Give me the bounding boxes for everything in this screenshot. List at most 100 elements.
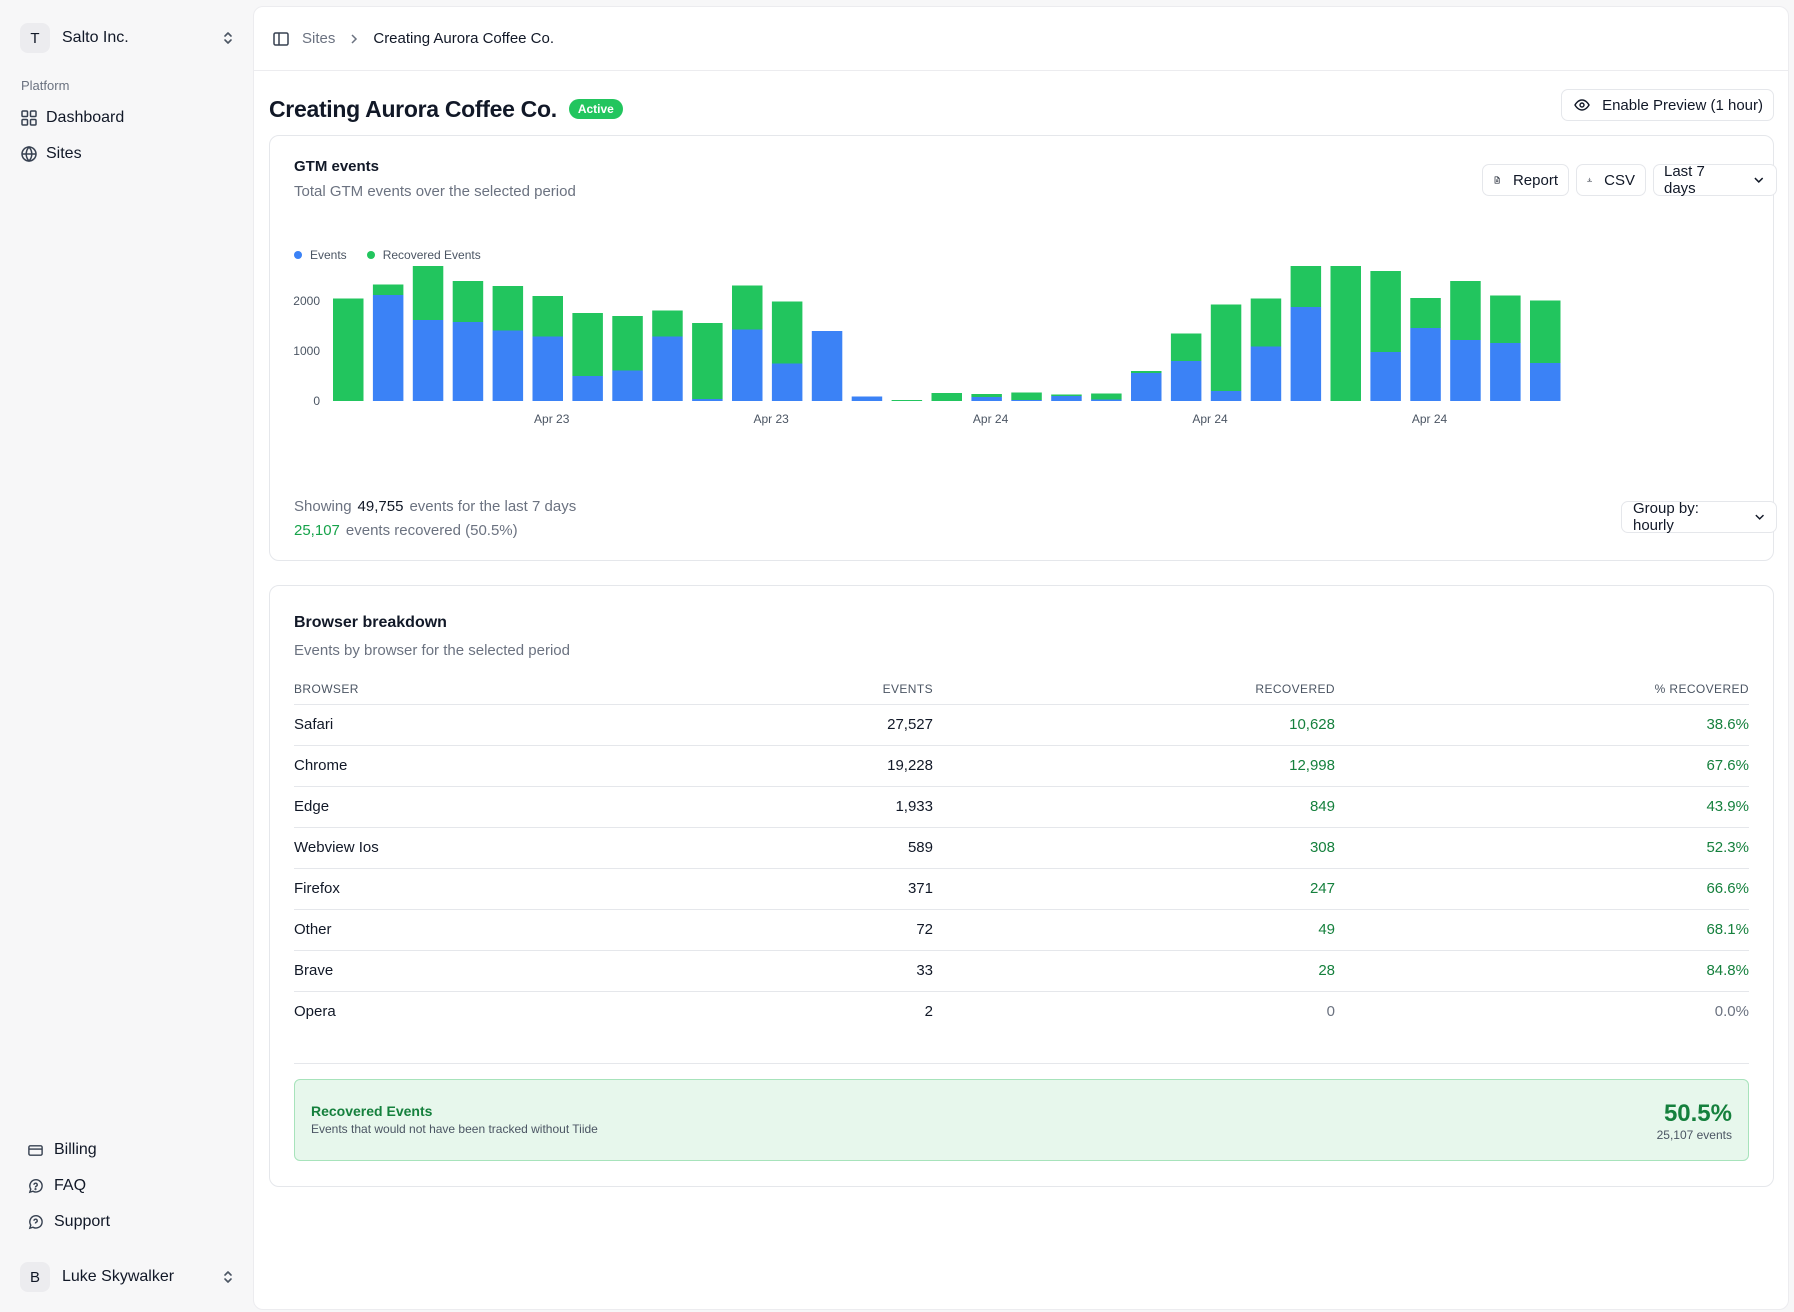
sidebar-toggle-icon[interactable] [272,30,290,48]
group-by-value: Group by: hourly [1633,500,1699,534]
main-content: Sites Creating Aurora Coffee Co. Creatin… [253,6,1789,1310]
bar-events [572,376,603,401]
breadcrumb-sites-link[interactable]: Sites [302,30,336,47]
csv-button[interactable]: CSV [1576,164,1646,196]
table-row: Safari 27,527 10,628 38.6% [294,704,1749,746]
column-header[interactable]: EVENTS [714,674,933,705]
bar-recovered-events [732,285,763,330]
enable-preview-button[interactable]: Enable Preview (1 hour) [1561,89,1774,121]
divider [294,1063,1749,1064]
x-tick-label: Apr 24 [973,412,1009,426]
browser-name: Other [294,909,714,951]
callout-count: 25,107 events [1656,1128,1732,1142]
bar-events [1131,373,1162,401]
recovered-count: 308 [933,827,1335,869]
bar-recovered-events [1530,300,1561,363]
table-row: Firefox 371 247 66.6% [294,868,1749,910]
bar-events [1410,328,1441,401]
bar-recovered-events [612,316,643,371]
chevrons-up-down-icon [224,32,232,44]
bar-recovered-events [1210,304,1242,391]
sidebar-item-label: FAQ [54,1177,87,1194]
sidebar-item-label: Support [54,1213,111,1230]
column-header[interactable]: BROWSER [294,674,714,705]
support-chat-icon [28,1214,43,1229]
bar-events [612,370,643,401]
recovered-percent: 52.3% [1335,827,1749,869]
y-tick-label: 1000 [293,344,320,358]
recovered-percent: 66.6% [1335,868,1749,910]
legend-item-recovered: Recovered Events [366,248,481,262]
recovered-count: 49 [933,909,1335,951]
bar-events [1091,399,1122,401]
bar-recovered-events [1051,394,1082,396]
date-range-select[interactable]: Last 7 days [1653,163,1777,197]
recovered-count: 10,628 [933,704,1335,746]
sidebar-item-billing[interactable]: Billing [27,1135,227,1165]
bar-events [971,397,1002,401]
date-range-value: Last 7 days [1664,163,1705,197]
bar-recovered-events [931,393,962,401]
org-avatar: T [20,23,50,53]
sidebar-item-sites[interactable]: Sites [20,139,236,169]
breadcrumb-current: Creating Aurora Coffee Co. [373,30,555,47]
legend-swatch-recovered [366,251,375,259]
card-title: GTM events [294,158,380,175]
callout-percent: 50.5% [1663,1100,1732,1127]
summary-total: 49,755 [357,498,404,515]
recovered-count: 247 [933,868,1335,910]
document-icon [1494,176,1500,184]
legend-label: Recovered Events [382,248,481,262]
bar-events [811,331,843,401]
user-name: Luke Skywalker [62,1268,175,1285]
bar-recovered-events [1450,281,1481,340]
org-name: Salto Inc. [62,29,129,46]
bar-recovered-events [1250,298,1282,347]
page-title: Creating Aurora Coffee Co. [269,95,557,122]
summary-recovered: 25,107 [294,522,340,539]
table-row: Brave 33 28 84.8% [294,950,1749,992]
sidebar-item-dashboard[interactable]: Dashboard [20,103,236,133]
column-header[interactable]: % RECOVERED [1335,674,1749,705]
bar-recovered-events [1410,298,1441,328]
browser-breakdown-card: Browser breakdown Events by browser for … [269,585,1774,1187]
x-tick-label: Apr 23 [534,412,570,426]
user-menu[interactable]: B Luke Skywalker [20,1259,236,1295]
summary-recovered-suffix: events recovered (50.5%) [345,522,518,539]
table-row: Edge 1,933 849 43.9% [294,786,1749,828]
table-row: Chrome 19,228 12,998 67.6% [294,745,1749,787]
group-by-select[interactable]: Group by: hourly [1621,500,1777,534]
bar-recovered-events [572,313,603,376]
chevron-right-icon [351,33,358,44]
bar-recovered-events [1011,392,1042,400]
bar-recovered-events [372,284,404,295]
bar-recovered-events [452,281,484,322]
recovered-percent: 68.1% [1335,909,1749,951]
events-count: 27,527 [714,704,933,746]
sidebar-item-faq[interactable]: FAQ [27,1171,227,1201]
report-button[interactable]: Report [1482,164,1569,196]
column-header[interactable]: RECOVERED [933,674,1335,705]
chevron-down-icon [1754,177,1764,183]
bar-events [532,336,563,401]
callout-subtitle: Events that would not have been tracked … [311,1122,598,1136]
download-icon [1587,177,1592,182]
y-tick-label: 0 [313,394,320,408]
bar-recovered-events [771,301,803,364]
bar-events [771,363,803,401]
recovered-percent: 67.6% [1335,745,1749,787]
bar-recovered-events [492,286,524,331]
events-count: 589 [714,827,933,869]
browser-name: Opera [294,1003,336,1021]
org-switcher[interactable]: T Salto Inc. [20,20,236,56]
chevron-down-icon [1755,514,1764,520]
sidebar-item-support[interactable]: Support [27,1207,227,1237]
bar-events [652,336,683,401]
table-row: Opera 2 0 0.0% [294,991,1749,1032]
bar-events [1490,343,1521,401]
report-label: Report [1512,171,1558,189]
bar-events [1450,340,1481,401]
bar-events [1170,361,1202,401]
sidebar-section-label: Platform [21,78,70,93]
credit-card-icon [28,1144,43,1156]
